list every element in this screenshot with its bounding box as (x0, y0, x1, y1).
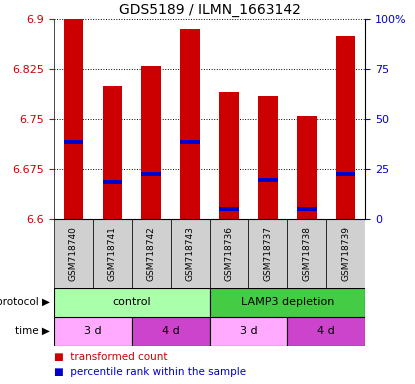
Text: 3 d: 3 d (240, 326, 257, 336)
Text: LAMP3 depletion: LAMP3 depletion (241, 297, 334, 308)
Text: time ▶: time ▶ (15, 326, 50, 336)
Text: GSM718736: GSM718736 (225, 226, 234, 281)
Bar (219, 207, 239, 211)
Bar (249, 219, 287, 288)
Bar (142, 172, 161, 175)
Bar (54, 317, 132, 346)
Bar (287, 317, 365, 346)
Bar (132, 317, 210, 346)
Bar (210, 317, 287, 346)
Bar (210, 219, 249, 288)
Bar (258, 96, 278, 219)
Bar (297, 207, 317, 211)
Bar (181, 29, 200, 219)
Text: GSM718741: GSM718741 (108, 226, 117, 281)
Bar (93, 219, 132, 288)
Bar (142, 66, 161, 219)
Text: control: control (112, 297, 151, 308)
Bar (54, 288, 210, 317)
Text: GSM718740: GSM718740 (69, 226, 78, 281)
Title: GDS5189 / ILMN_1663142: GDS5189 / ILMN_1663142 (119, 3, 300, 17)
Bar (210, 288, 365, 317)
Bar (103, 180, 122, 184)
Text: GSM718737: GSM718737 (264, 226, 272, 281)
Text: GSM718739: GSM718739 (341, 226, 350, 281)
Text: 4 d: 4 d (317, 326, 335, 336)
Text: protocol ▶: protocol ▶ (0, 297, 50, 308)
Text: ■  transformed count: ■ transformed count (54, 352, 167, 362)
Bar (336, 172, 356, 175)
Bar (219, 93, 239, 219)
Text: GSM718743: GSM718743 (186, 226, 195, 281)
Text: 4 d: 4 d (162, 326, 180, 336)
Text: GSM718738: GSM718738 (303, 226, 311, 281)
Text: 3 d: 3 d (84, 326, 102, 336)
Bar (297, 116, 317, 219)
Bar (336, 36, 356, 219)
Bar (287, 219, 326, 288)
Text: GSM718742: GSM718742 (147, 226, 156, 281)
Bar (103, 86, 122, 219)
Bar (54, 219, 93, 288)
Bar (181, 140, 200, 144)
Bar (171, 219, 210, 288)
Text: ■  percentile rank within the sample: ■ percentile rank within the sample (54, 367, 246, 377)
Bar (63, 140, 83, 144)
Bar (258, 178, 278, 182)
Bar (326, 219, 365, 288)
Bar (132, 219, 171, 288)
Bar (63, 19, 83, 219)
